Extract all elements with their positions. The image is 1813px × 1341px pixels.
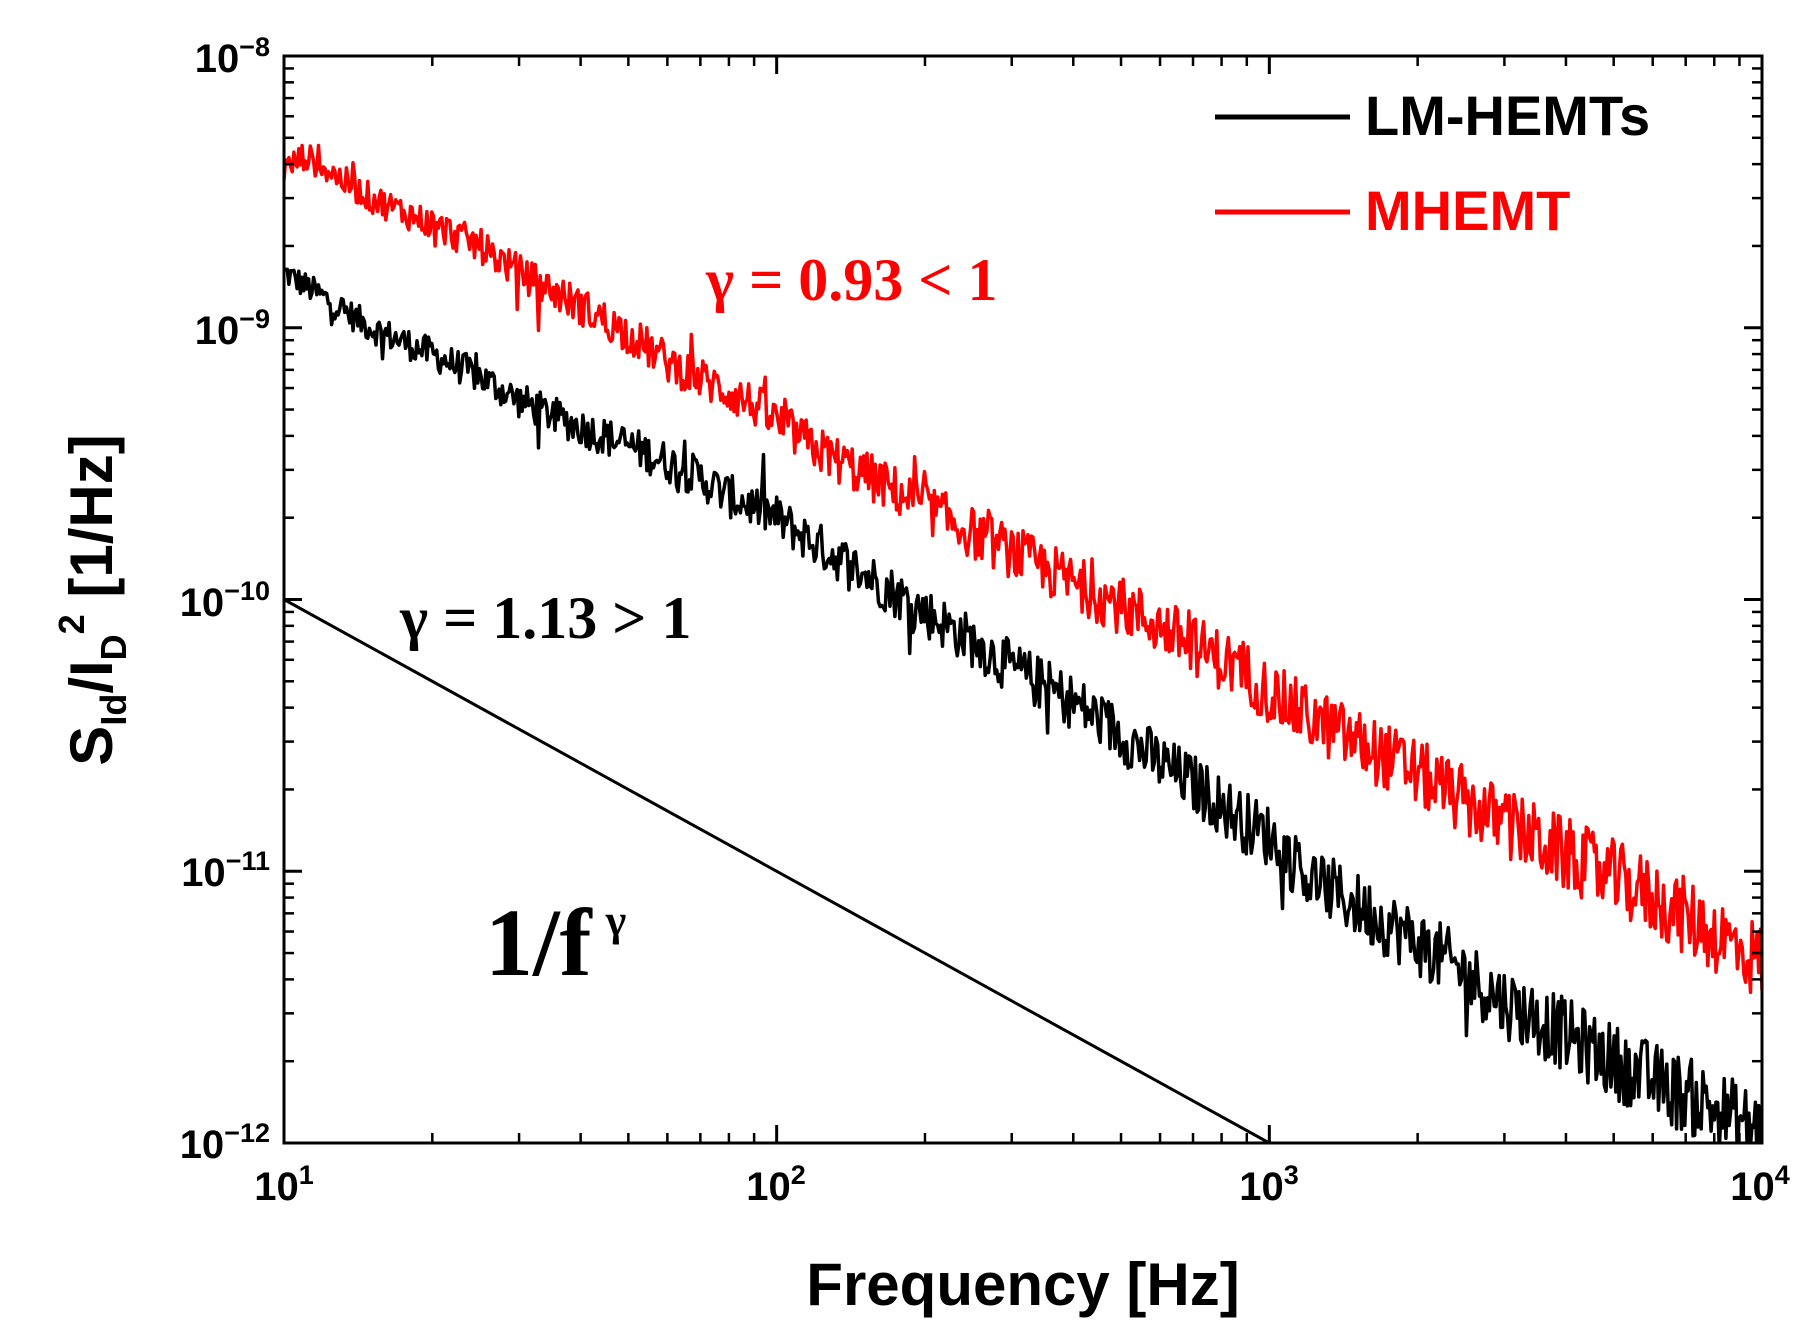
- legend: LM-HEMTs MHEMT: [1215, 84, 1650, 242]
- y-tick-label-1e-11: 10−11: [181, 846, 270, 895]
- y-tick-label-1e-8: 10−8: [195, 32, 270, 81]
- series-line-lm-hemts: [284, 266, 1762, 1143]
- y-tick-label-1e-10: 10−10: [180, 576, 270, 625]
- annotation-one-over-f: 1/f γ: [485, 889, 626, 996]
- annotation-lm-gamma: γ = 1.13 > 1: [399, 585, 691, 651]
- x-tick-label-3: 103: [1239, 1160, 1299, 1209]
- legend-label-mhemt: MHEMT: [1365, 179, 1570, 242]
- x-tick-label-4: 104: [1730, 1160, 1790, 1209]
- legend-label-lm-hemts: LM-HEMTs: [1365, 84, 1650, 147]
- y-axis-title: SId/ID2 [1/Hz]: [51, 434, 134, 765]
- x-tick-label-2: 102: [746, 1160, 806, 1209]
- x-axis-title: Frequency [Hz]: [806, 1251, 1239, 1318]
- y-tick-label-1e-9: 10−9: [195, 304, 270, 353]
- y-tick-label-1e-12: 10−12: [180, 1118, 270, 1167]
- x-tick-label-1: 101: [254, 1160, 314, 1209]
- reference-slope-line: [284, 598, 1271, 1143]
- annotation-mhemt-gamma: γ = 0.93 < 1: [705, 247, 997, 313]
- series-line-mhemt: [284, 143, 1762, 995]
